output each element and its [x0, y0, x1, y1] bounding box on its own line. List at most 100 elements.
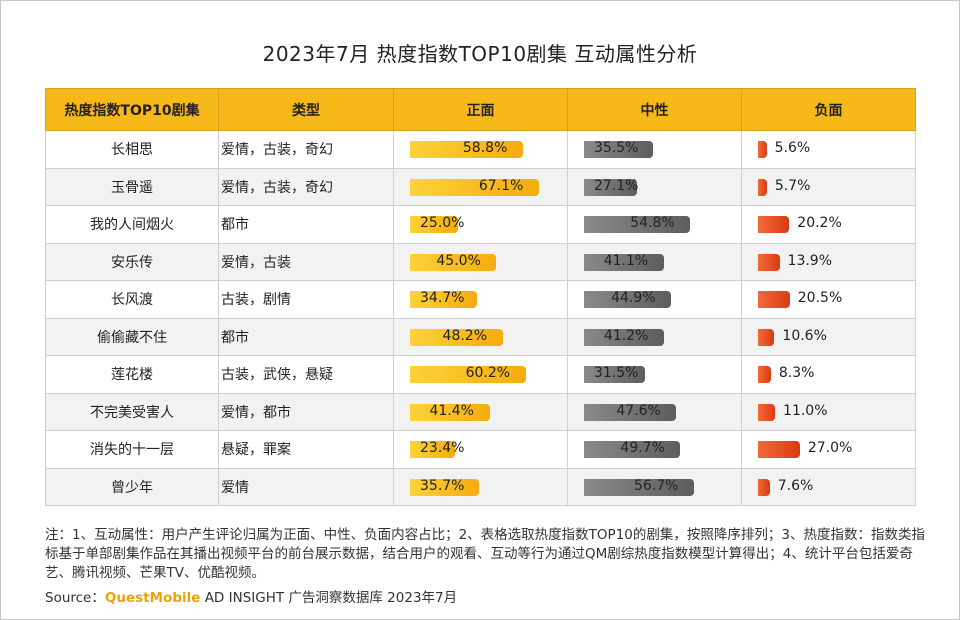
positive-value-label: 35.7% — [420, 477, 465, 494]
positive-cell: 67.1% — [393, 167, 568, 206]
positive-bar — [410, 441, 455, 458]
table-row: 安乐传 爱情，古装 45.0% 41.1% 13.9% — [45, 242, 916, 281]
source-brand-logo: QuestMobile — [104, 590, 201, 606]
drama-genre: 爱情，古装，奇幻 — [218, 167, 394, 206]
drama-name: 消失的十一层 — [45, 430, 219, 469]
negative-value-label: 7.6% — [777, 477, 814, 494]
drama-genre: 古装，武侠，悬疑 — [218, 355, 394, 394]
neutral-value-label: 31.5% — [594, 365, 639, 381]
table-row: 消失的十一层 悬疑，罪案 23.4% 49.7% 27.0% — [45, 430, 916, 469]
drama-genre: 爱情，古装 — [218, 242, 394, 281]
negative-value-label: 20.2% — [797, 215, 842, 231]
neutral-bar — [584, 441, 681, 458]
neutral-cell: 35.5% — [567, 130, 742, 169]
negative-cell: 20.2% — [741, 205, 916, 244]
positive-value-label: 45.0% — [436, 252, 481, 269]
neutral-bar — [584, 253, 664, 271]
positive-cell: 48.2% — [393, 317, 568, 356]
positive-cell: 45.0% — [393, 242, 568, 281]
negative-value-label: 27.0% — [807, 440, 853, 456]
neutral-cell: 54.8% — [567, 205, 742, 244]
positive-cell: 35.7% — [393, 467, 568, 506]
neutral-value-label: 47.6% — [616, 402, 661, 419]
neutral-bar — [584, 366, 646, 383]
header-neutral: 中性 — [567, 88, 742, 131]
negative-bar — [758, 478, 770, 496]
positive-bar — [410, 366, 526, 383]
negative-value-label: 20.5% — [797, 290, 843, 306]
negative-cell: 20.5% — [741, 280, 916, 319]
neutral-value-label: 44.9% — [611, 290, 656, 306]
negative-cell: 27.0% — [741, 430, 916, 469]
positive-value-label: 23.4% — [420, 440, 465, 456]
positive-value-label: 58.8% — [462, 140, 508, 156]
negative-cell: 13.9% — [741, 242, 916, 281]
positive-bar — [410, 403, 490, 421]
neutral-cell: 41.1% — [567, 242, 742, 281]
positive-value-label: 67.1% — [478, 177, 524, 194]
negative-value-label: 13.9% — [787, 252, 833, 269]
footnote: 注：1、互动属性：用户产生评论归属为正面、中性、负面内容占比；2、表格选取热度指… — [45, 527, 925, 581]
table-row: 不完美受害人 爱情，都市 41.4% 47.6% 11.0% — [45, 392, 916, 431]
negative-bar — [758, 403, 776, 421]
drama-genre: 爱情，都市 — [218, 392, 394, 431]
chart-title: 2023年7月 热度指数TOP10剧集 互动属性分析 — [262, 42, 698, 66]
positive-bar — [410, 253, 497, 271]
neutral-value-label: 54.8% — [630, 215, 675, 231]
positive-cell: 25.0% — [393, 205, 568, 244]
neutral-bar — [584, 216, 691, 233]
header-drama: 热度指数TOP10剧集 — [45, 88, 219, 131]
positive-bar — [410, 291, 477, 308]
negative-cell: 5.7% — [741, 167, 916, 206]
positive-bar — [410, 328, 503, 346]
neutral-bar — [584, 178, 637, 196]
negative-cell: 5.6% — [741, 130, 916, 169]
neutral-value-label: 49.7% — [620, 440, 665, 456]
positive-cell: 58.8% — [393, 130, 568, 169]
header-negative: 负面 — [741, 88, 916, 131]
drama-name: 玉骨遥 — [45, 167, 219, 206]
drama-genre: 都市 — [218, 205, 394, 244]
negative-bar — [758, 328, 775, 346]
neutral-cell: 31.5% — [567, 355, 742, 394]
drama-name: 长风渡 — [45, 280, 219, 319]
table-row: 我的人间烟火 都市 25.0% 54.8% 20.2% — [45, 205, 916, 244]
positive-cell: 60.2% — [393, 355, 568, 394]
table-header-row: 热度指数TOP10剧集 类型 正面 中性 负面 — [45, 88, 916, 131]
positive-cell: 41.4% — [393, 392, 568, 431]
neutral-bar — [584, 478, 694, 496]
negative-bar — [758, 141, 767, 158]
header-genre: 类型 — [218, 88, 394, 131]
table-row: 莲花楼 古装，武侠，悬疑 60.2% 31.5% 8.3% — [45, 355, 916, 394]
positive-cell: 23.4% — [393, 430, 568, 469]
negative-value-label: 5.7% — [774, 177, 811, 194]
negative-cell: 7.6% — [741, 467, 916, 506]
drama-name: 偷偷藏不住 — [45, 317, 219, 356]
drama-name: 莲花楼 — [45, 355, 219, 394]
positive-value-label: 41.4% — [429, 402, 474, 419]
negative-bar — [758, 366, 771, 383]
negative-cell: 11.0% — [741, 392, 916, 431]
drama-name: 不完美受害人 — [45, 392, 219, 431]
positive-value-label: 60.2% — [465, 365, 511, 381]
negative-bar — [758, 441, 800, 458]
neutral-value-label: 41.2% — [603, 327, 649, 344]
source-text: AD INSIGHT 广告洞察数据库 2023年7月 — [204, 590, 458, 606]
negative-bar — [758, 178, 767, 196]
neutral-value-label: 56.7% — [633, 477, 679, 494]
table-row: 长相思 爱情，古装，奇幻 58.8% 35.5% 5.6% — [45, 130, 916, 169]
table-row: 玉骨遥 爱情，古装，奇幻 67.1% 27.1% 5.7% — [45, 167, 916, 206]
positive-bar — [410, 178, 539, 196]
negative-bar — [758, 253, 780, 271]
neutral-cell: 49.7% — [567, 430, 742, 469]
negative-value-label: 8.3% — [778, 365, 815, 381]
drama-genre: 悬疑，罪案 — [218, 430, 394, 469]
negative-cell: 10.6% — [741, 317, 916, 356]
positive-bar — [410, 141, 523, 158]
neutral-cell: 56.7% — [567, 467, 742, 506]
neutral-bar — [584, 403, 677, 421]
table-body: 长相思 爱情，古装，奇幻 58.8% 35.5% 5.6% 玉骨遥 爱情，古装，奇幻 67.1… — [45, 130, 916, 506]
negative-bar — [758, 291, 790, 308]
neutral-bar — [584, 291, 672, 308]
neutral-cell: 27.1% — [567, 167, 742, 206]
